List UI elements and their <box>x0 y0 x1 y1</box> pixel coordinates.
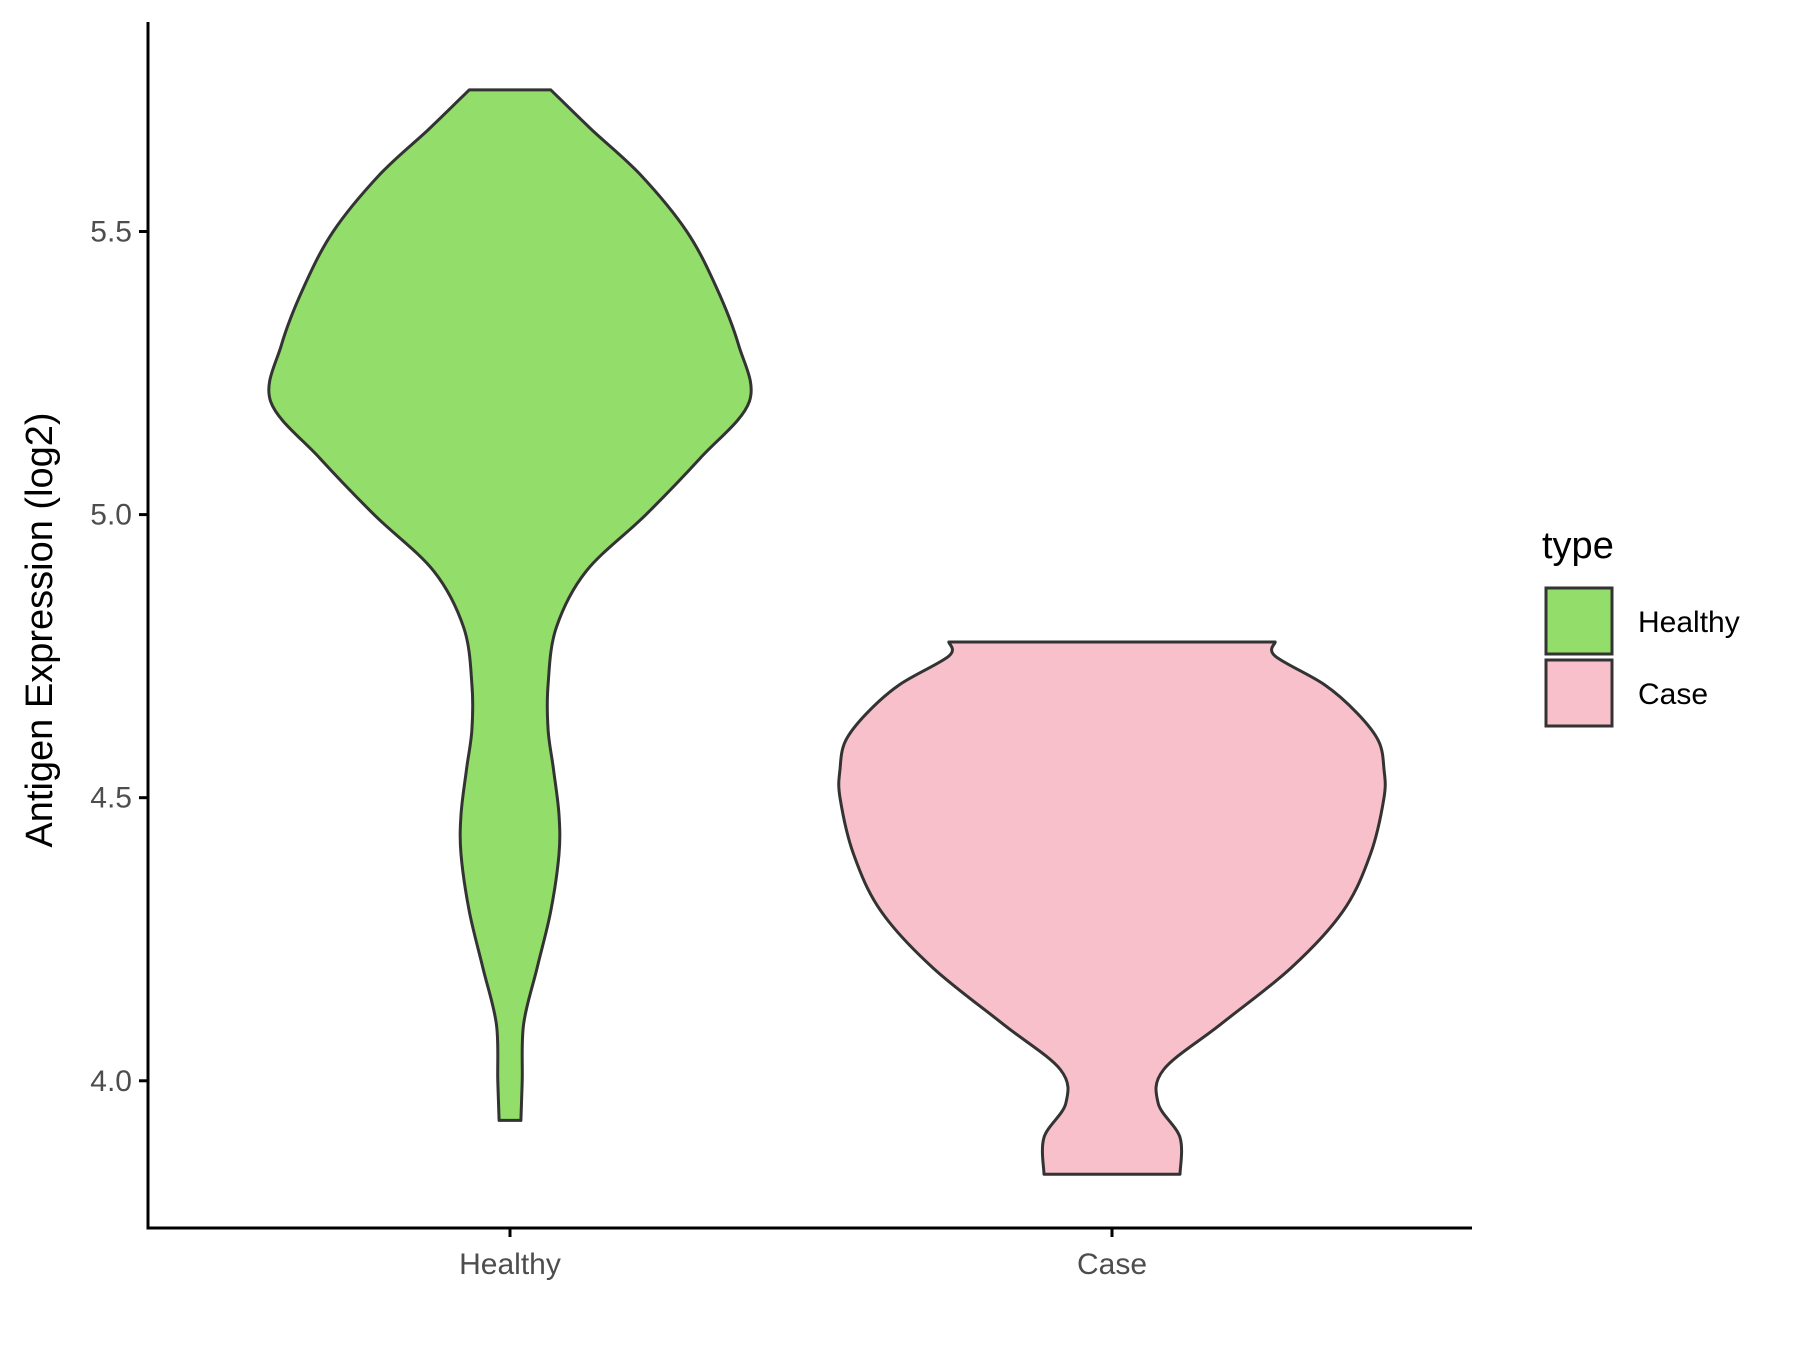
violin-healthy <box>267 88 753 1122</box>
y-tick-label-4.0: 4.0 <box>90 1065 132 1098</box>
legend: type Healthy Case <box>1542 525 1740 728</box>
legend-key-case <box>1544 658 1614 728</box>
violin-case <box>837 640 1387 1176</box>
violins-layer <box>267 88 1387 1176</box>
y-tick-label-5.0: 5.0 <box>90 499 132 532</box>
x-tick-label-case: Case <box>1077 1248 1147 1281</box>
y-axis-title: Antigen Expression (log2) <box>19 412 61 847</box>
legend-key-healthy <box>1544 586 1614 656</box>
x-tick-label-healthy: Healthy <box>459 1248 561 1281</box>
axes-layer: 4.0 4.5 5.0 5.5 Healthy Case <box>90 22 1472 1281</box>
legend-label-healthy: Healthy <box>1638 606 1740 639</box>
legend-title: type <box>1542 525 1614 567</box>
y-tick-label-5.5: 5.5 <box>90 215 132 248</box>
y-tick-label-4.5: 4.5 <box>90 782 132 815</box>
legend-label-case: Case <box>1638 678 1708 711</box>
